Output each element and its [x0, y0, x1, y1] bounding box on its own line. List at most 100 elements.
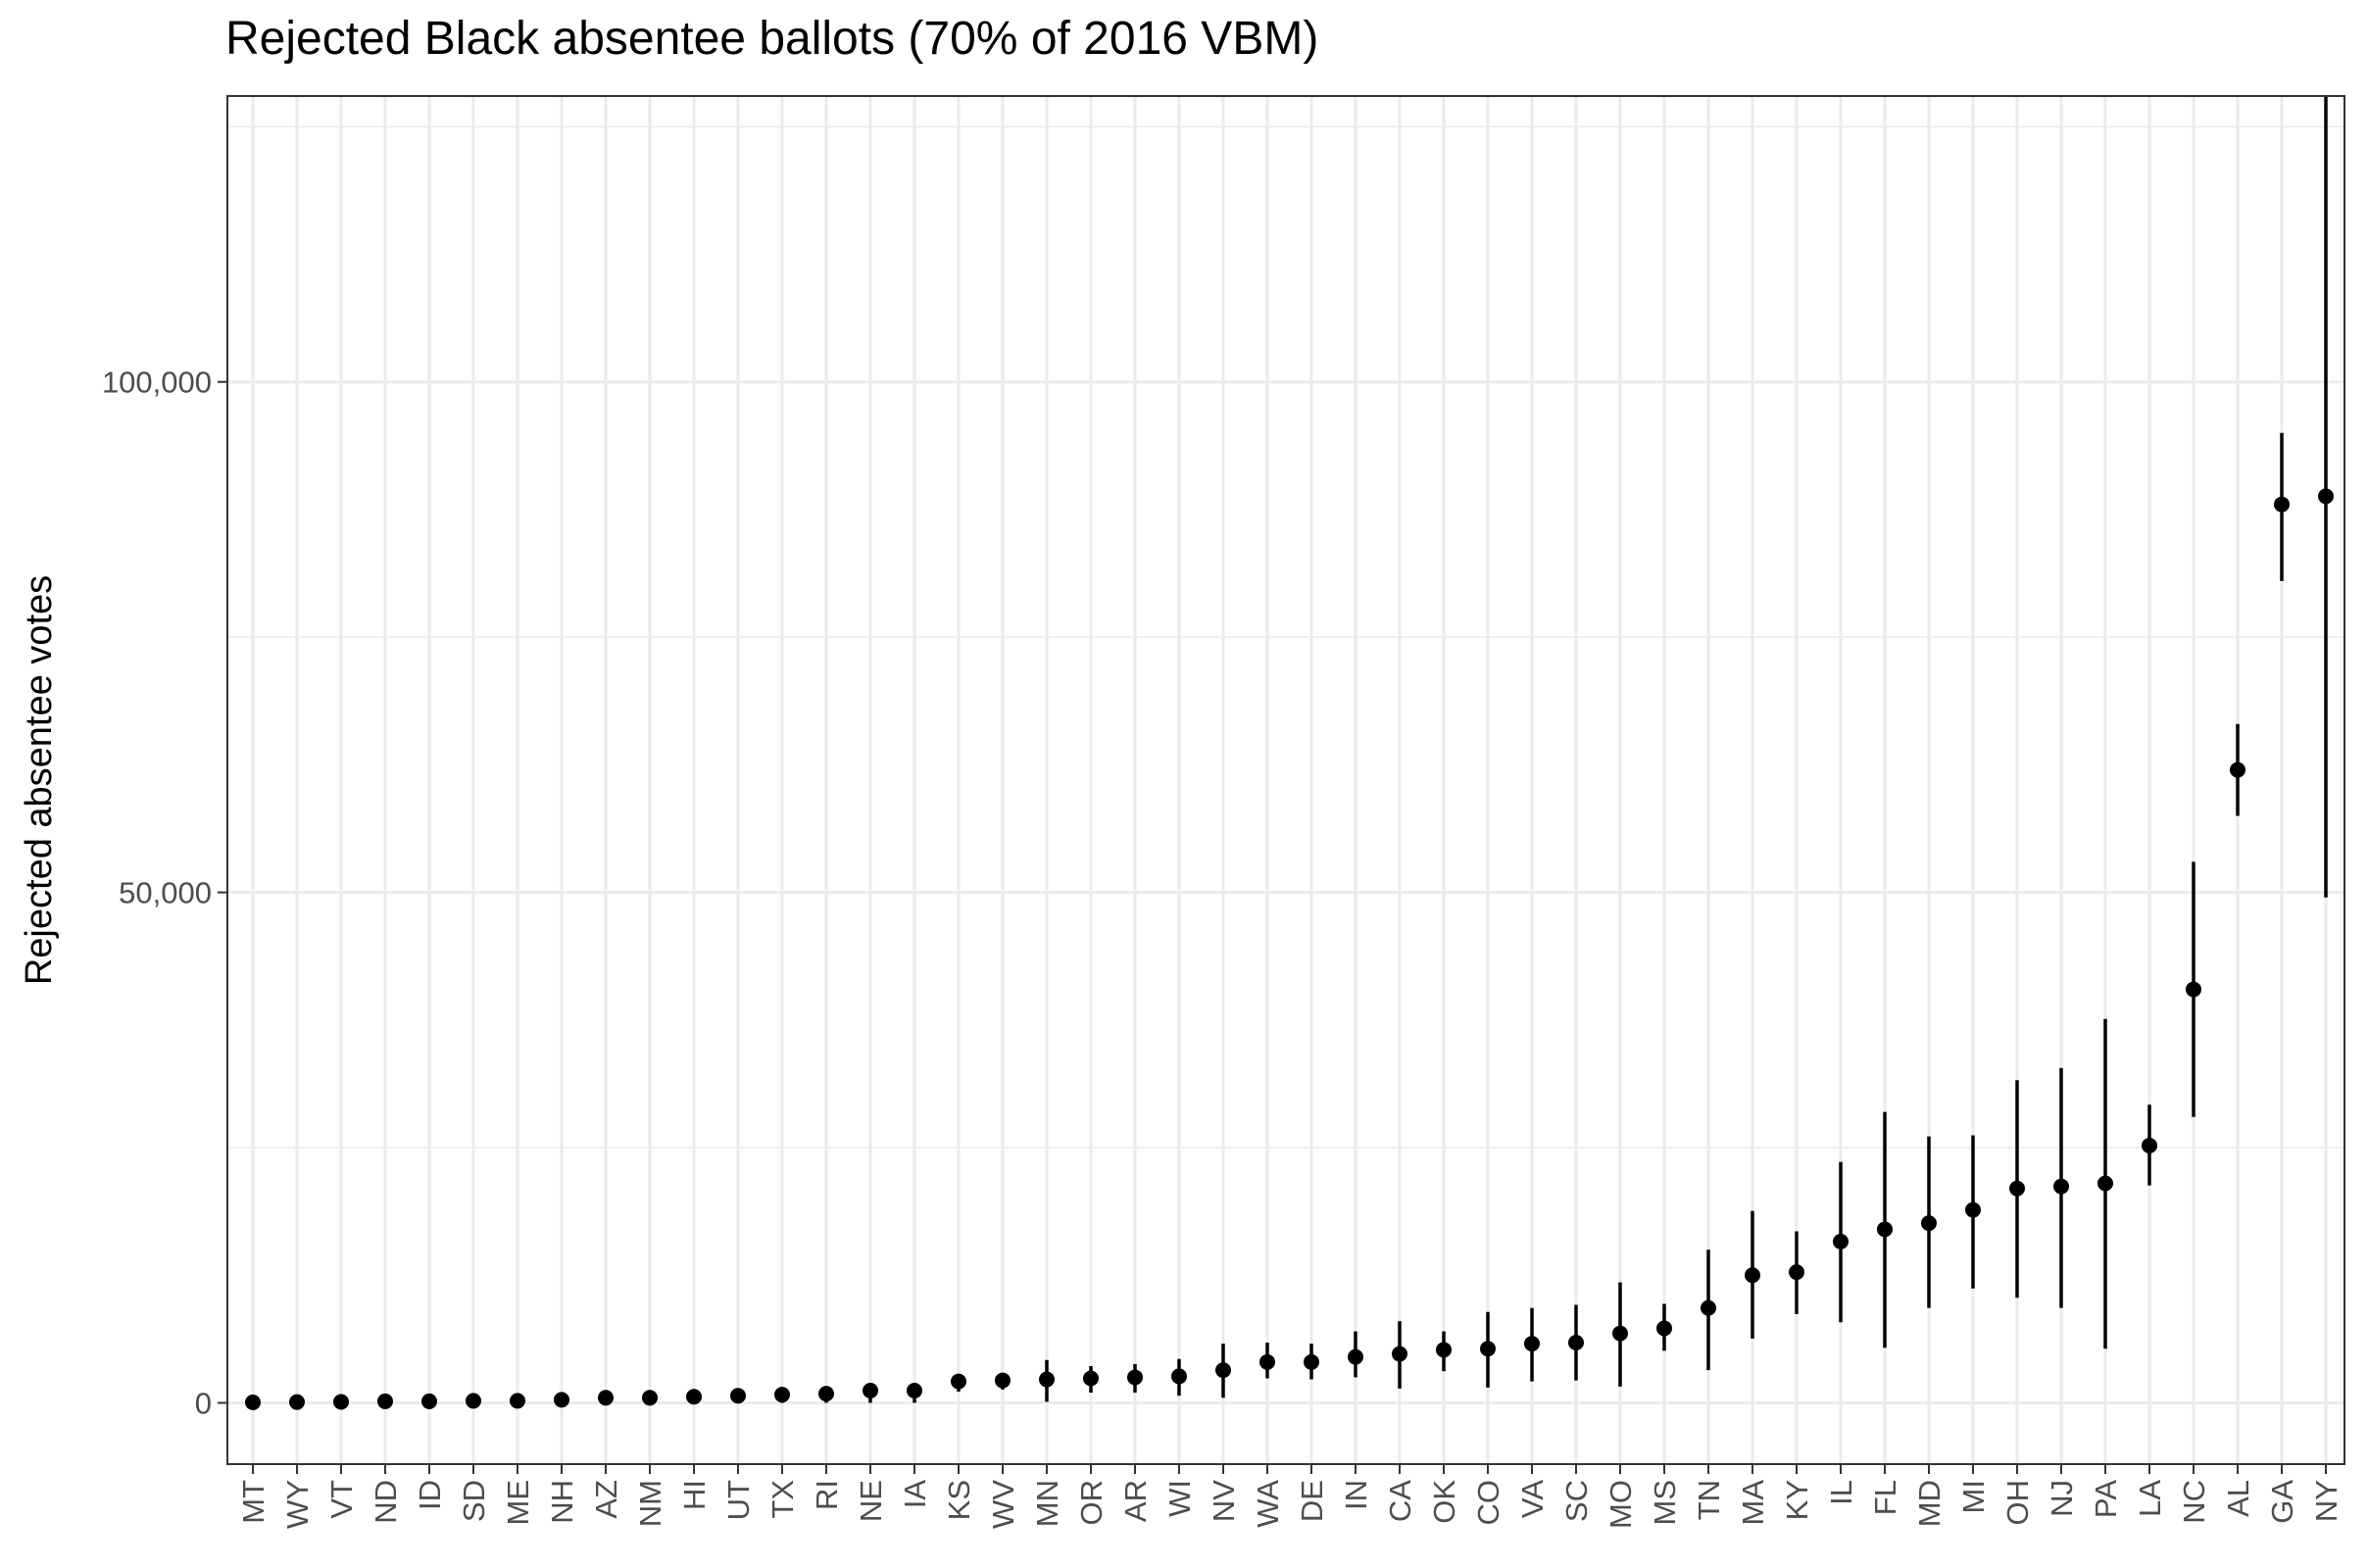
- plot-border: [226, 95, 2345, 1465]
- data-point-de: [1304, 1353, 1319, 1370]
- data-point-ar: [1127, 1369, 1143, 1386]
- x-tick-label-nm: NM: [633, 1480, 667, 1527]
- x-tick-label-md: MD: [1912, 1480, 1947, 1527]
- data-point-fl: [1877, 1221, 1893, 1238]
- x-tick-label-id: ID: [413, 1480, 447, 1510]
- x-tick-label-az: AZ: [589, 1480, 623, 1519]
- x-tick-label-vt: VT: [324, 1480, 359, 1519]
- x-tick-label-wv: WV: [986, 1480, 1020, 1529]
- y-tick-label: 100,000: [102, 366, 212, 400]
- x-tick-label-tn: TN: [1692, 1480, 1726, 1520]
- data-point-la: [2142, 1137, 2157, 1153]
- x-tick-label-ms: MS: [1648, 1480, 1682, 1526]
- data-point-ma: [1745, 1267, 1760, 1284]
- data-point-mi: [1965, 1201, 1981, 1218]
- data-point-oh: [2009, 1180, 2025, 1197]
- data-point-co: [1480, 1341, 1496, 1357]
- x-tick-label-or: OR: [1074, 1480, 1109, 1526]
- data-point-nm: [642, 1390, 658, 1406]
- data-point-nv: [1215, 1362, 1231, 1379]
- x-tick-label-wi: WI: [1162, 1480, 1197, 1517]
- x-tick-label-nh: NH: [545, 1480, 579, 1524]
- x-tick-label-ok: OK: [1427, 1480, 1461, 1524]
- x-tick-label-ga: GA: [2265, 1480, 2299, 1524]
- data-point-wy: [289, 1394, 305, 1410]
- data-point-ri: [818, 1386, 834, 1402]
- data-point-nh: [554, 1392, 569, 1408]
- x-tick-label-wa: WA: [1251, 1480, 1285, 1528]
- x-tick-label-ri: RI: [810, 1480, 844, 1510]
- data-point-wi: [1171, 1368, 1187, 1385]
- data-point-hi: [686, 1389, 702, 1405]
- x-tick-label-nj: NJ: [2045, 1480, 2079, 1517]
- data-point-ky: [1789, 1264, 1804, 1281]
- x-tick-label-nd: ND: [369, 1480, 403, 1524]
- x-tick-label-hi: HI: [677, 1480, 712, 1510]
- x-tick-label-mi: MI: [1956, 1480, 1991, 1513]
- x-tick-label-sc: SC: [1559, 1480, 1594, 1522]
- data-point-tx: [774, 1387, 790, 1403]
- data-point-al: [2230, 761, 2245, 778]
- x-tick-label-ut: UT: [721, 1480, 756, 1520]
- x-tick-label-de: DE: [1295, 1480, 1329, 1522]
- x-tick-label-in: IN: [1339, 1480, 1373, 1510]
- data-point-ca: [1392, 1346, 1407, 1362]
- x-tick-label-tx: TX: [765, 1480, 800, 1519]
- data-point-vt: [333, 1394, 349, 1410]
- data-point-mo: [1612, 1325, 1628, 1342]
- x-tick-label-ks: KS: [942, 1480, 976, 1520]
- chart-title: Rejected Black absentee ballots (70% of …: [225, 13, 1319, 65]
- x-tick-label-sd: SD: [457, 1480, 491, 1522]
- data-point-ut: [730, 1388, 746, 1404]
- x-tick-label-la: LA: [2133, 1480, 2167, 1517]
- data-point-or: [1083, 1370, 1099, 1387]
- x-tick-label-wy: WY: [280, 1480, 315, 1529]
- data-point-wv: [995, 1372, 1011, 1389]
- x-tick-label-mt: MT: [236, 1480, 271, 1524]
- x-tick-label-co: CO: [1471, 1480, 1505, 1526]
- data-point-ga: [2274, 496, 2290, 513]
- data-point-sc: [1568, 1335, 1584, 1351]
- x-tick-label-al: AL: [2221, 1480, 2255, 1517]
- data-point-tn: [1701, 1299, 1716, 1316]
- data-point-mt: [245, 1394, 261, 1410]
- x-tick-label-fl: FL: [1868, 1480, 1902, 1515]
- data-point-ks: [951, 1373, 966, 1390]
- data-point-id: [421, 1393, 437, 1409]
- x-tick-label-va: VA: [1515, 1480, 1550, 1518]
- x-tick-label-pa: PA: [2089, 1480, 2123, 1518]
- y-axis-title: Rejected absentee votes: [19, 575, 60, 985]
- data-point-nj: [2053, 1178, 2069, 1195]
- data-point-az: [598, 1390, 614, 1406]
- x-tick-label-nv: NV: [1207, 1480, 1241, 1522]
- x-tick-label-me: ME: [501, 1480, 535, 1526]
- plot-panel: [227, 96, 2344, 1464]
- data-point-wa: [1259, 1353, 1275, 1370]
- data-point-sd: [466, 1393, 481, 1409]
- data-point-nc: [2186, 981, 2201, 998]
- data-point-ok: [1436, 1342, 1452, 1358]
- x-tick-label-ny: NY: [2309, 1480, 2343, 1522]
- x-tick-label-ne: NE: [854, 1480, 888, 1522]
- x-tick-label-nc: NC: [2177, 1480, 2211, 1524]
- data-point-ne: [863, 1382, 878, 1398]
- data-point-ms: [1656, 1320, 1672, 1337]
- y-tick-label: 0: [195, 1386, 212, 1420]
- data-point-me: [510, 1393, 525, 1409]
- x-tick-label-ar: AR: [1118, 1480, 1153, 1522]
- x-tick-label-ky: KY: [1780, 1480, 1814, 1520]
- data-point-nd: [377, 1393, 393, 1409]
- x-tick-label-ma: MA: [1736, 1480, 1770, 1526]
- data-point-ny: [2318, 488, 2334, 505]
- x-tick-label-mo: MO: [1603, 1480, 1638, 1529]
- data-point-pa: [2097, 1175, 2113, 1192]
- data-point-va: [1524, 1336, 1540, 1352]
- data-point-il: [1833, 1233, 1849, 1250]
- x-tick-label-oh: OH: [2000, 1480, 2035, 1526]
- x-tick-label-mn: MN: [1030, 1480, 1064, 1527]
- x-tick-label-ca: CA: [1383, 1480, 1417, 1522]
- y-tick-label: 50,000: [119, 876, 212, 910]
- data-point-in: [1348, 1348, 1363, 1365]
